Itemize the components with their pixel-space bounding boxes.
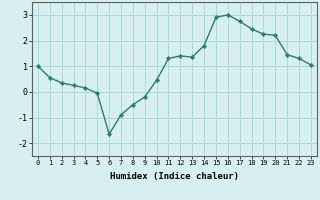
X-axis label: Humidex (Indice chaleur): Humidex (Indice chaleur) <box>110 172 239 181</box>
